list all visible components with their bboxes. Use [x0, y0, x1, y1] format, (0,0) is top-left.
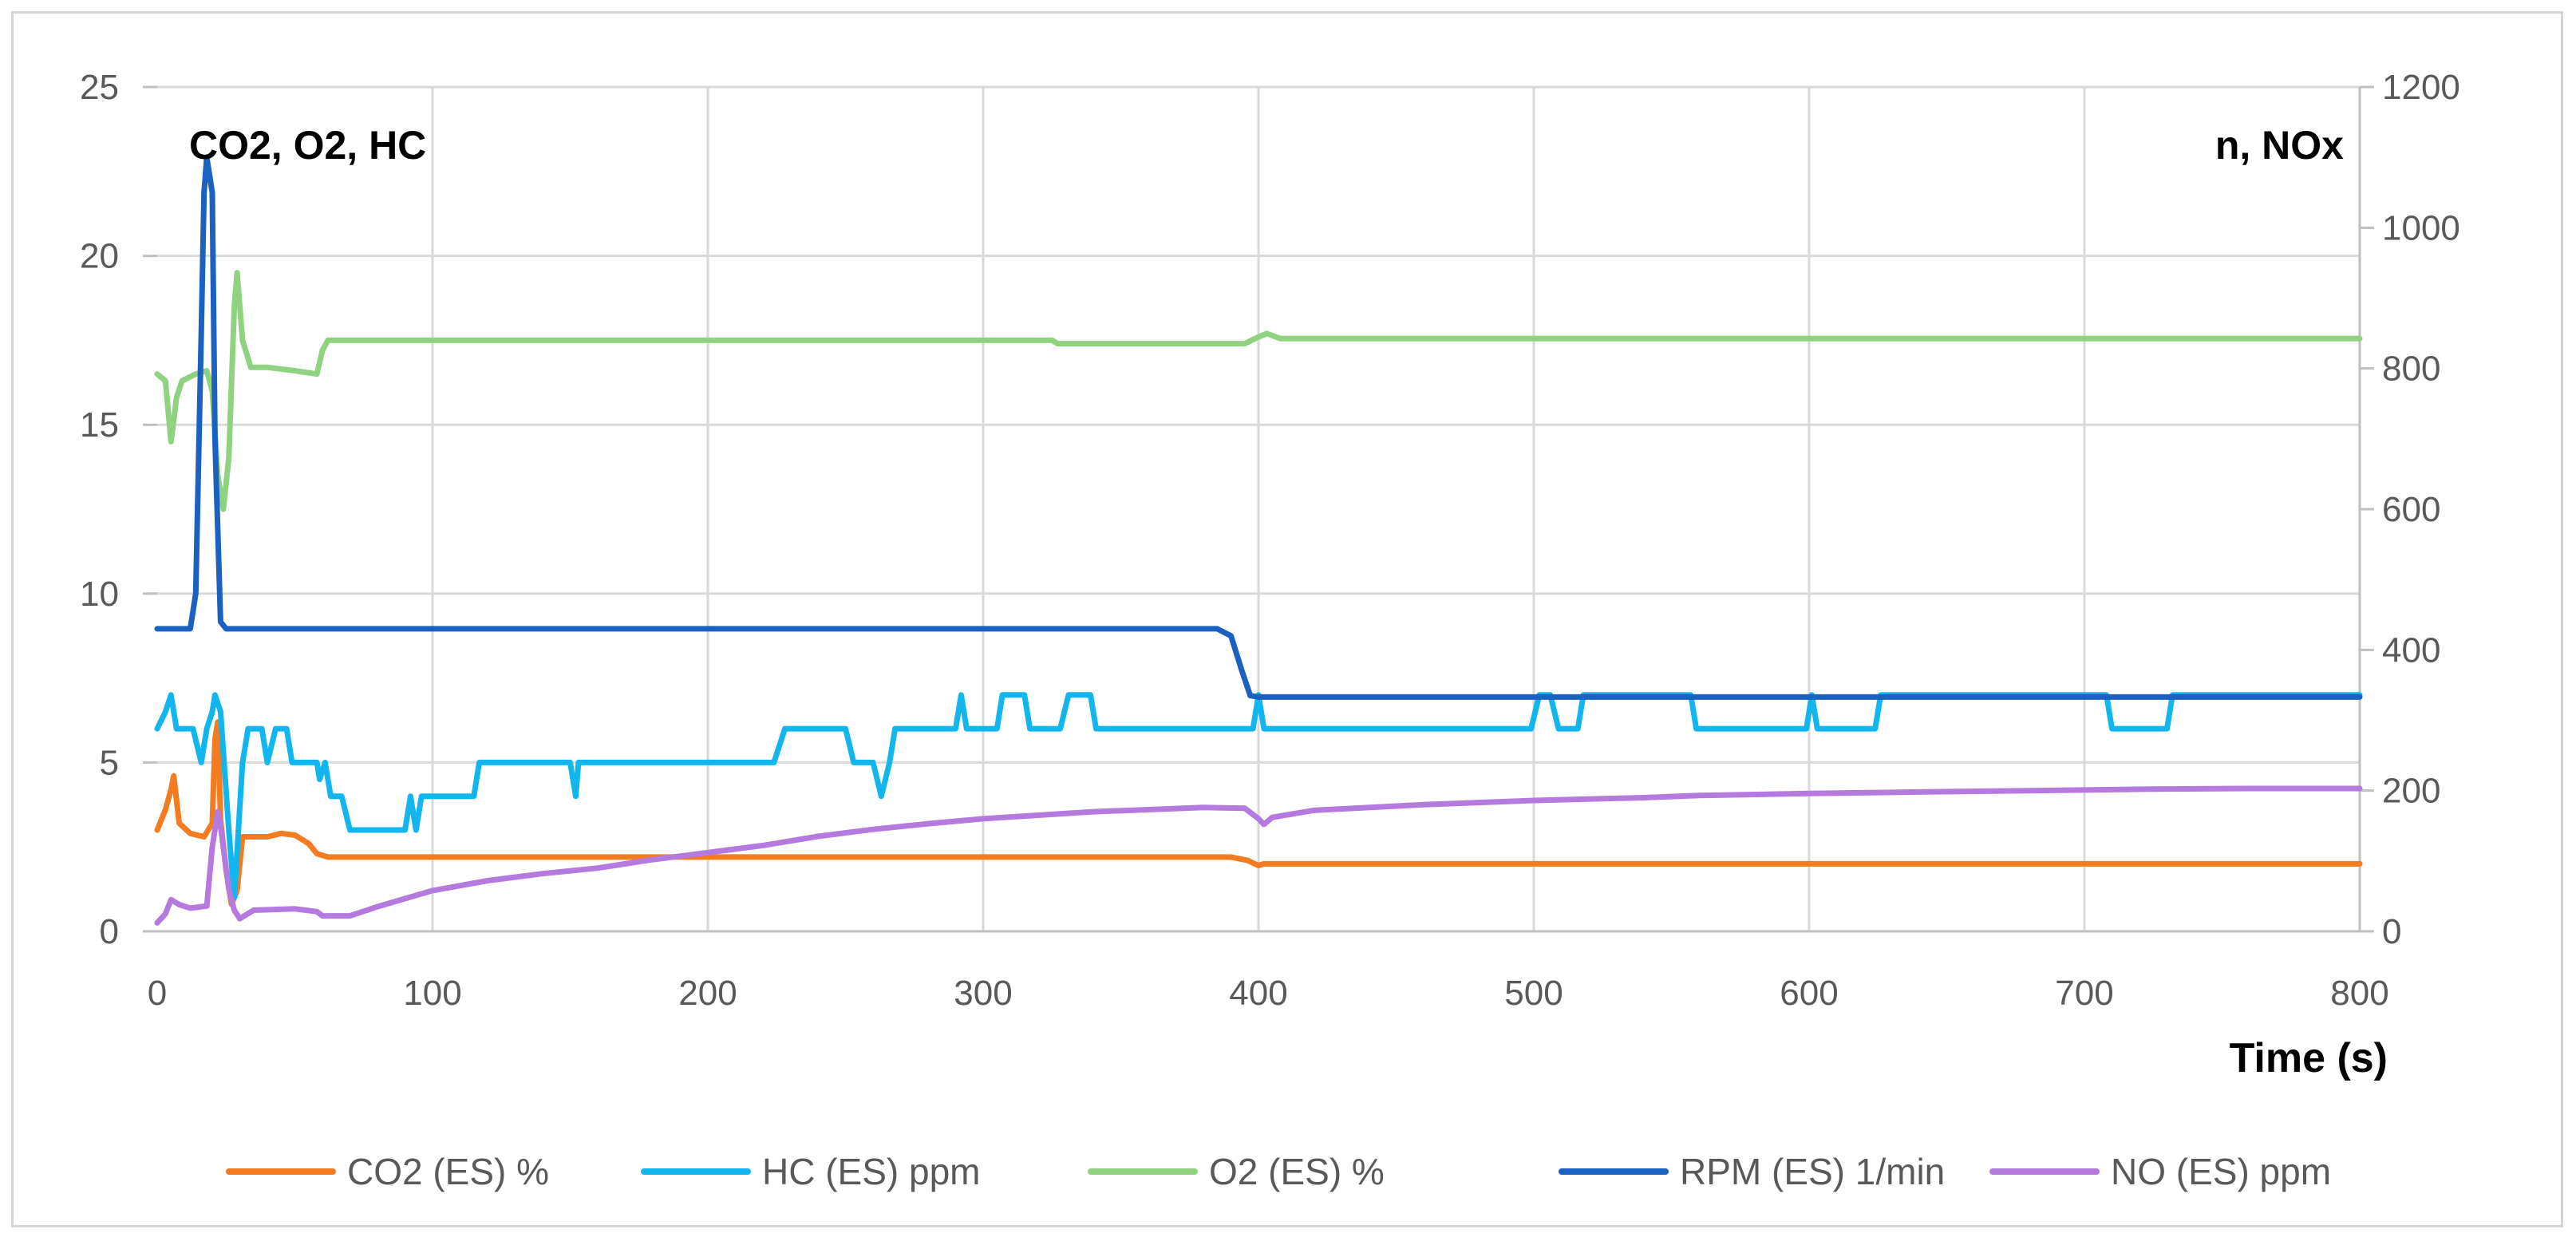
series-line-0 — [154, 719, 2363, 907]
series-line-1 — [154, 692, 2363, 901]
x-tick-label: 300 — [954, 974, 1012, 1013]
legend-entry-0: CO2 (ES) % — [347, 1151, 549, 1192]
series-line-2 — [154, 270, 2363, 512]
y-left-tick-label: 0 — [100, 912, 119, 951]
x-tick-label: 400 — [1229, 974, 1287, 1013]
series-line-4 — [154, 785, 2363, 926]
legend: CO2 (ES) % HC (ES) ppm O2 (ES) % RPM (ES) 1… — [226, 1151, 2331, 1192]
y-right-tick-label: 800 — [2382, 350, 2440, 389]
y-right-tick-label: 600 — [2382, 490, 2440, 529]
legend-entry-1: HC (ES) ppm — [762, 1151, 980, 1192]
x-axis-title: Time (s) — [2230, 1035, 2388, 1081]
y-left-tick-label: 15 — [80, 405, 119, 445]
y-left-tick-label: 25 — [80, 68, 119, 107]
y-left-tick-label: 10 — [80, 575, 119, 614]
legend-entry-3: RPM (ES) 1/min — [1680, 1151, 1945, 1192]
y-right-tick-label: 200 — [2382, 772, 2440, 811]
x-tick-label: 0 — [148, 974, 167, 1013]
right-axis-title: n, NOx — [2215, 123, 2344, 168]
x-tick-label: 600 — [1780, 974, 1838, 1013]
x-tick-label: 800 — [2330, 974, 2388, 1013]
series-line-3 — [154, 154, 2363, 700]
x-tick-label: 200 — [678, 974, 737, 1013]
y-right-tick-label: 0 — [2382, 912, 2401, 951]
y-left-tick-label: 5 — [100, 743, 119, 782]
x-tick-label: 700 — [2055, 974, 2113, 1013]
chart-frame: 0 100 200 300 400 500 600 700 800 0 5 10 15 20 25 0 200 4… — [11, 11, 2563, 1227]
x-tick-label: 500 — [1504, 974, 1563, 1013]
y-right-tick-label: 400 — [2382, 630, 2440, 670]
legend-entry-4: NO (ES) ppm — [2111, 1151, 2331, 1192]
legend-entry-2: O2 (ES) % — [1209, 1151, 1385, 1192]
chart-svg: 0 100 200 300 400 500 600 700 800 0 5 10 15 20 25 0 200 4… — [80, 68, 2460, 1192]
y-left-tick-label: 20 — [80, 237, 119, 276]
y-right-tick-label: 1000 — [2382, 208, 2460, 247]
y-right-tick-label: 1200 — [2382, 68, 2460, 107]
left-axis-title: CO2, O2, HC — [189, 123, 426, 168]
x-tick-label: 100 — [403, 974, 461, 1013]
